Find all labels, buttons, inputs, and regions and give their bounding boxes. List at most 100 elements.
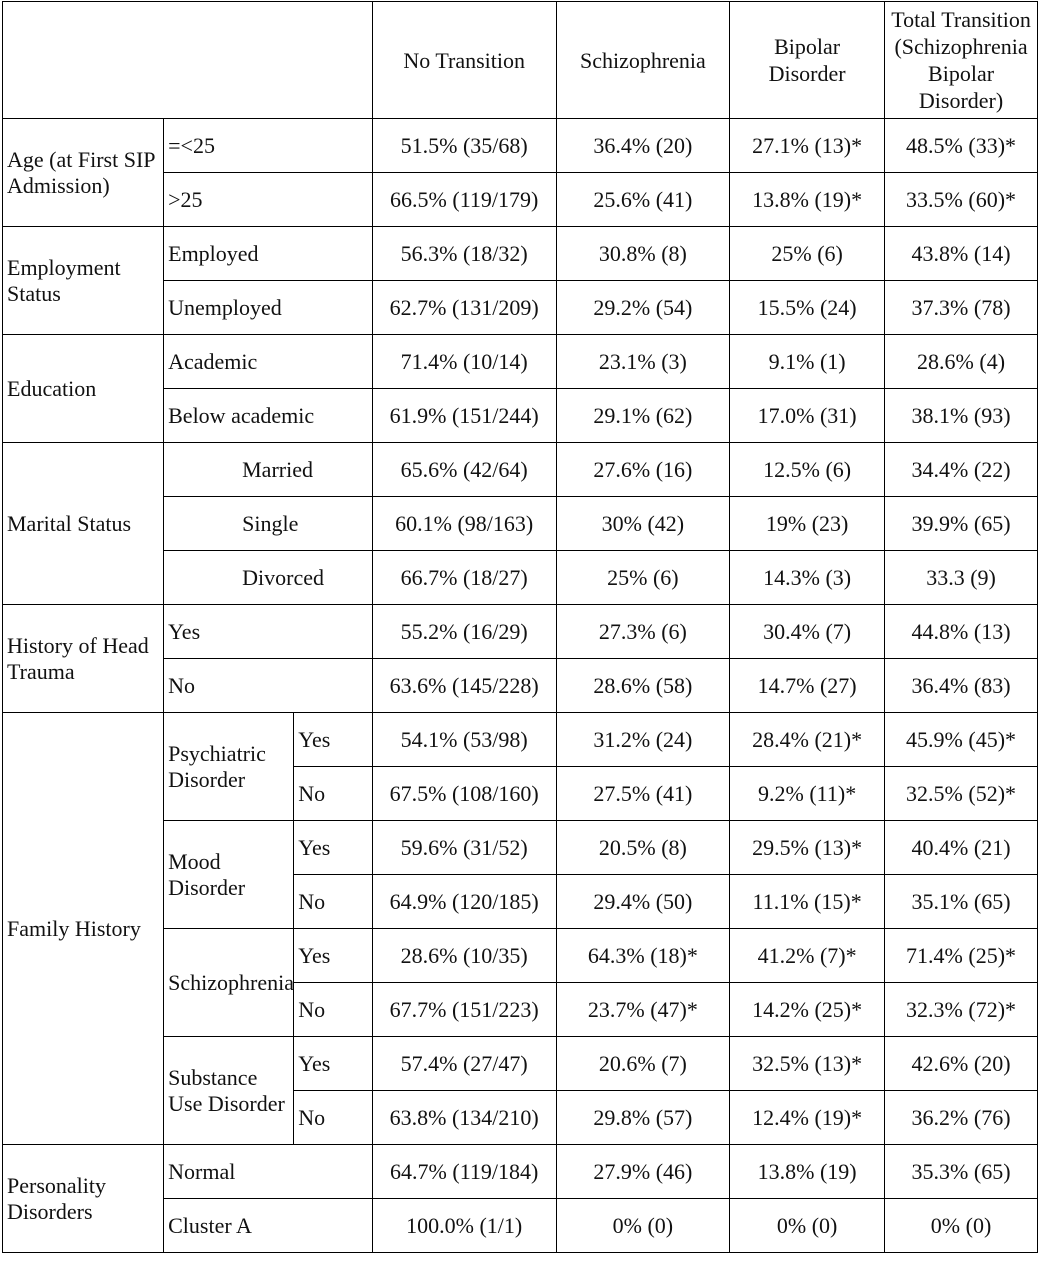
cell-no-transition: 63.6% (145/228) bbox=[371, 658, 557, 713]
row-category: No bbox=[163, 658, 373, 713]
row-subgroup-label: Mood Disorder bbox=[163, 820, 295, 929]
cell-total: 28.6% (4) bbox=[884, 334, 1038, 389]
row-category: Unemployed bbox=[163, 280, 373, 335]
cell-schizophrenia: 27.5% (41) bbox=[555, 766, 731, 821]
cell-total: 71.4% (25)* bbox=[884, 928, 1038, 983]
table-row: No 63.6% (145/228) 28.6% (58) 14.7% (27)… bbox=[3, 658, 1038, 713]
cell-no-transition: 55.2% (16/29) bbox=[371, 604, 557, 659]
cell-total: 32.5% (52)* bbox=[884, 766, 1038, 821]
cell-no-transition: 56.3% (18/32) bbox=[371, 226, 557, 281]
cell-schizophrenia: 25.6% (41) bbox=[555, 172, 731, 227]
cell-no-transition: 28.6% (10/35) bbox=[371, 928, 557, 983]
row-category: Cluster A bbox=[163, 1198, 373, 1253]
row-group-label: Education bbox=[1, 334, 165, 443]
table-row: Family History Psychiatric Disorder Yes … bbox=[1, 712, 1038, 1145]
cell-no-transition: 51.5% (35/68) bbox=[371, 118, 557, 173]
cell-total: 37.3% (78) bbox=[884, 280, 1038, 335]
cell-schizophrenia: 29.4% (50) bbox=[555, 874, 731, 929]
cell-no-transition: 54.1% (53/98) bbox=[371, 712, 557, 767]
row-category: No bbox=[293, 1090, 373, 1145]
transition-table: No Transition Schizophrenia Bipolar Diso… bbox=[1, 1, 1038, 1253]
table-row: No 67.7% (151/223) 23.7% (47)* 14.2% (25… bbox=[3, 982, 1038, 1037]
cell-bipolar: 15.5% (24) bbox=[729, 280, 886, 335]
row-group-label: Marital Status bbox=[1, 442, 165, 605]
cell-schizophrenia: 30.8% (8) bbox=[555, 226, 731, 281]
cell-total: 35.1% (65) bbox=[884, 874, 1038, 929]
cell-total: 43.8% (14) bbox=[884, 226, 1038, 281]
cell-schizophrenia: 23.7% (47)* bbox=[555, 982, 731, 1037]
table-row: Substance Use Disorder Yes 57.4% (27/47)… bbox=[3, 1036, 1038, 1145]
row-category: No bbox=[293, 766, 373, 821]
cell-total: 38.1% (93) bbox=[884, 388, 1038, 443]
row-category: Yes bbox=[293, 712, 373, 767]
cell-total: 33.3 (9) bbox=[884, 550, 1038, 605]
cell-bipolar: 14.3% (3) bbox=[729, 550, 886, 605]
cell-schizophrenia: 20.5% (8) bbox=[555, 820, 731, 875]
cell-total: 45.9% (45)* bbox=[884, 712, 1038, 767]
row-category: =<25 bbox=[163, 118, 373, 173]
cell-bipolar: 41.2% (7)* bbox=[729, 928, 886, 983]
row-category: Single bbox=[163, 496, 373, 551]
row-group-label: History of Head Trauma bbox=[1, 604, 165, 713]
cell-schizophrenia: 31.2% (24) bbox=[555, 712, 731, 767]
row-category: Below academic bbox=[163, 388, 373, 443]
table-row: Below academic 61.9% (151/244) 29.1% (62… bbox=[3, 388, 1038, 443]
header-no-transition: No Transition bbox=[371, 1, 557, 119]
row-category: Yes bbox=[293, 928, 373, 983]
row-category: Normal bbox=[163, 1144, 373, 1199]
table-row: Education Academic 71.4% (10/14) 23.1% (… bbox=[1, 334, 1038, 443]
cell-bipolar: 27.1% (13)* bbox=[729, 118, 886, 173]
cell-total: 40.4% (21) bbox=[884, 820, 1038, 875]
cell-no-transition: 65.6% (42/64) bbox=[371, 442, 557, 497]
cell-no-transition: 71.4% (10/14) bbox=[371, 334, 557, 389]
cell-total: 48.5% (33)* bbox=[884, 118, 1038, 173]
row-category: >25 bbox=[163, 172, 373, 227]
cell-schizophrenia: 0% (0) bbox=[555, 1198, 731, 1253]
table-row: Cluster A 100.0% (1/1) 0% (0) 0% (0) 0% … bbox=[3, 1198, 1038, 1253]
table-row: No 64.9% (120/185) 29.4% (50) 11.1% (15)… bbox=[3, 874, 1038, 929]
table-row: Employment Status Employed 56.3% (18/32)… bbox=[1, 226, 1038, 335]
cell-no-transition: 64.7% (119/184) bbox=[371, 1144, 557, 1199]
row-category: Divorced bbox=[163, 550, 373, 605]
cell-total: 36.4% (83) bbox=[884, 658, 1038, 713]
table-row: Mood Disorder Yes 59.6% (31/52) 20.5% (8… bbox=[3, 820, 1038, 929]
cell-no-transition: 66.5% (119/179) bbox=[371, 172, 557, 227]
cell-bipolar: 13.8% (19)* bbox=[729, 172, 886, 227]
header-empty-cell bbox=[2, 1, 373, 119]
cell-bipolar: 14.7% (27) bbox=[729, 658, 886, 713]
cell-total: 0% (0) bbox=[884, 1198, 1038, 1253]
cell-bipolar: 25% (6) bbox=[729, 226, 886, 281]
cell-no-transition: 61.9% (151/244) bbox=[371, 388, 557, 443]
header-schizophrenia: Schizophrenia bbox=[555, 1, 731, 119]
table-row: No 67.5% (108/160) 27.5% (41) 9.2% (11)*… bbox=[3, 766, 1038, 821]
cell-no-transition: 66.7% (18/27) bbox=[371, 550, 557, 605]
cell-bipolar: 17.0% (31) bbox=[729, 388, 886, 443]
cell-no-transition: 60.1% (98/163) bbox=[371, 496, 557, 551]
cell-schizophrenia: 29.8% (57) bbox=[555, 1090, 731, 1145]
cell-no-transition: 100.0% (1/1) bbox=[371, 1198, 557, 1253]
cell-bipolar: 13.8% (19) bbox=[729, 1144, 886, 1199]
cell-total: 42.6% (20) bbox=[884, 1036, 1038, 1091]
cell-schizophrenia: 27.9% (46) bbox=[555, 1144, 731, 1199]
cell-total: 39.9% (65) bbox=[884, 496, 1038, 551]
cell-bipolar: 9.2% (11)* bbox=[729, 766, 886, 821]
row-category: Academic bbox=[163, 334, 373, 389]
cell-no-transition: 59.6% (31/52) bbox=[371, 820, 557, 875]
cell-schizophrenia: 29.1% (62) bbox=[555, 388, 731, 443]
row-group-label: Employment Status bbox=[1, 226, 165, 335]
row-category: Married bbox=[163, 442, 373, 497]
cell-bipolar: 30.4% (7) bbox=[729, 604, 886, 659]
header-total-transition: Total Transition (Schizophrenia Bipolar … bbox=[884, 1, 1038, 119]
cell-total: 36.2% (76) bbox=[884, 1090, 1038, 1145]
row-group-label: Family History bbox=[1, 712, 165, 1145]
cell-bipolar: 12.4% (19)* bbox=[729, 1090, 886, 1145]
cell-bipolar: 11.1% (15)* bbox=[729, 874, 886, 929]
cell-bipolar: 32.5% (13)* bbox=[729, 1036, 886, 1091]
cell-total: 33.5% (60)* bbox=[884, 172, 1038, 227]
row-subgroup-label: Schizophrenia bbox=[163, 928, 295, 1037]
row-subgroup-label: Psychiatric Disorder bbox=[163, 712, 295, 821]
row-category: Yes bbox=[293, 1036, 373, 1091]
table-row: Marital Status Married 65.6% (42/64) 27.… bbox=[1, 442, 1038, 605]
cell-schizophrenia: 36.4% (20) bbox=[555, 118, 731, 173]
header-row: No Transition Schizophrenia Bipolar Diso… bbox=[2, 1, 1038, 119]
